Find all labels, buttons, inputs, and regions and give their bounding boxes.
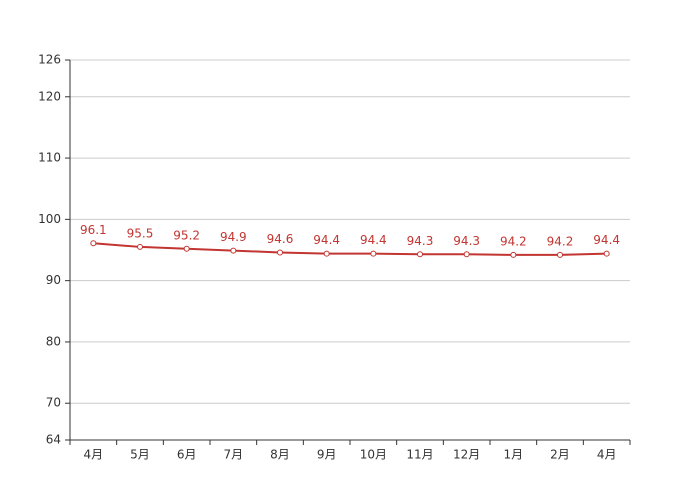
y-tick-label: 126	[38, 53, 61, 67]
data-label: 94.6	[267, 232, 294, 246]
point	[277, 249, 283, 256]
y-tick-label: 100	[38, 212, 61, 226]
data-label: 94.4	[593, 233, 620, 247]
data-label: 94.9	[220, 230, 247, 244]
x-tick-label: 5月	[130, 448, 150, 462]
data-label: 94.2	[547, 234, 574, 248]
point	[417, 251, 423, 258]
y-tick-label: 64	[46, 433, 61, 447]
x-tick-label: 12月	[453, 448, 480, 462]
y-tick-label: 90	[46, 273, 61, 287]
point	[323, 250, 330, 257]
data-label: 94.3	[453, 234, 480, 248]
data-label: 94.4	[360, 233, 387, 247]
x-tick-label: 6月	[177, 448, 197, 462]
data-label: 94.3	[407, 234, 434, 248]
point	[183, 245, 190, 252]
point	[370, 250, 377, 257]
data-label: 94.4	[313, 233, 340, 247]
x-tick-label: 10月	[360, 448, 387, 462]
data-label: 96.1	[80, 223, 107, 237]
x-tick-label: 1月	[504, 448, 524, 462]
data-label: 95.2	[173, 228, 200, 242]
point	[510, 251, 517, 258]
x-tick-label: 4月	[84, 448, 104, 462]
series-line	[93, 242, 607, 256]
x-tick-label: 9月	[317, 448, 337, 462]
point	[137, 243, 143, 250]
point	[463, 251, 470, 258]
data-label: 95.5	[127, 226, 154, 240]
x-tick-label: 4月	[597, 448, 617, 462]
point	[230, 247, 237, 254]
x-tick-label: 7月	[224, 448, 244, 462]
y-tick-label: 80	[46, 334, 61, 348]
data-label: 94.2	[500, 234, 527, 248]
point	[603, 250, 610, 257]
point	[557, 251, 563, 258]
y-tick-label: 70	[46, 396, 61, 410]
y-tick-label: 110	[38, 151, 61, 165]
y-tick-label: 120	[38, 89, 61, 103]
x-tick-label: 8月	[270, 448, 290, 462]
point	[90, 240, 97, 247]
x-tick-label: 11月	[406, 448, 433, 462]
x-tick-label: 2月	[550, 448, 570, 462]
